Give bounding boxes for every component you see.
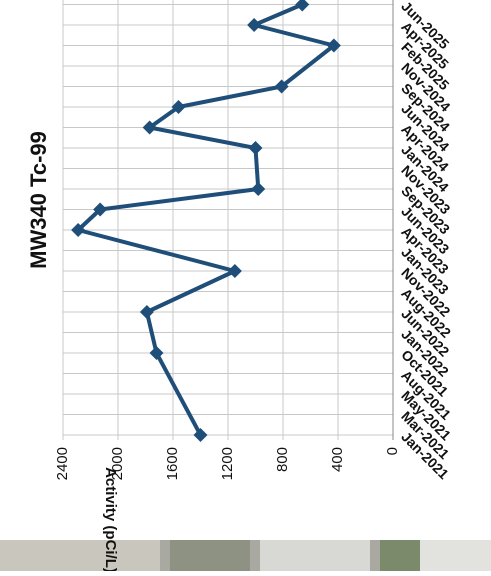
chart-title: MW340 Tc-99 [26, 131, 51, 269]
photo-strip [0, 540, 491, 571]
y-tick-label: 0 [384, 447, 401, 455]
line-segment [77, 228, 236, 273]
marker [71, 223, 86, 237]
y-tick-label: 2000 [109, 447, 126, 480]
y-tick-label: 400 [329, 447, 346, 472]
line-segment [144, 311, 159, 354]
marker [248, 141, 263, 155]
line-segment [253, 147, 261, 190]
line-segment [148, 105, 180, 130]
line-segment [76, 208, 102, 232]
marker [251, 182, 266, 196]
line-segment [146, 269, 236, 314]
line-segment [253, 23, 335, 48]
y-tick-label: 1200 [219, 447, 236, 480]
line-segment [178, 84, 283, 109]
marker [247, 18, 262, 32]
marker [93, 202, 108, 217]
marker [193, 428, 208, 442]
y-tick-label: 1600 [164, 447, 181, 480]
marker [274, 79, 289, 94]
marker [142, 120, 157, 135]
line-segment [280, 43, 336, 89]
marker [149, 346, 164, 360]
y-tick-label: 800 [274, 447, 291, 472]
y-axis-label: Activity (pCi/L) [102, 467, 119, 571]
marker [139, 305, 154, 319]
line-segment [154, 352, 203, 436]
marker [227, 264, 242, 278]
marker [171, 100, 186, 114]
y-tick-label: 2400 [54, 447, 71, 480]
marker [326, 38, 341, 53]
line-segment [99, 187, 259, 212]
marker [295, 0, 310, 12]
line-segment [253, 2, 304, 27]
line-segment [149, 125, 256, 150]
